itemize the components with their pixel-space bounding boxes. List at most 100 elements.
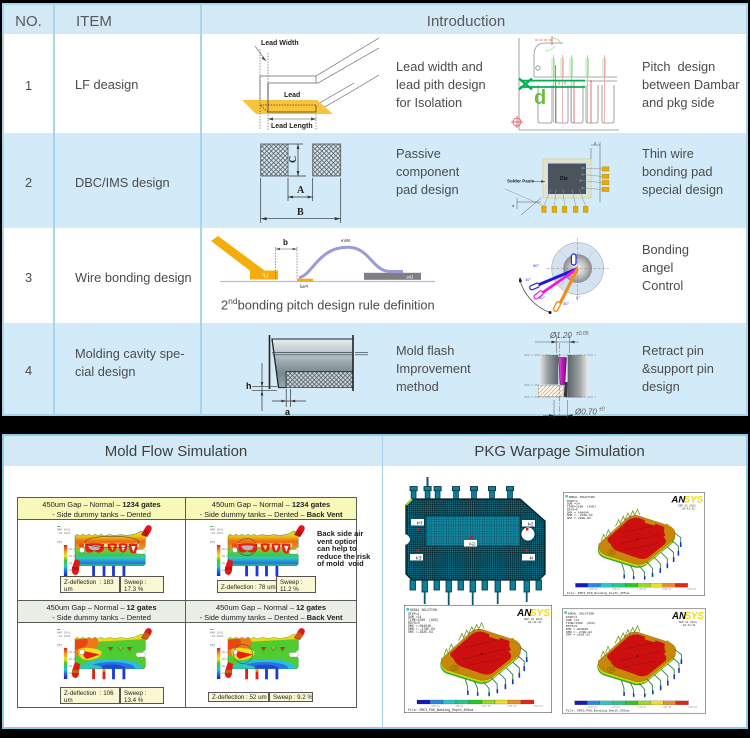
svg-text:.171E-03: .171E-03 <box>480 704 491 707</box>
svg-text:▬▬··: ▬▬·· <box>57 525 64 528</box>
svg-text:±0: ±0 <box>599 407 605 413</box>
svg-text:-38.81: -38.81 <box>221 548 230 551</box>
svg-text:Ø0.70: Ø0.70 <box>574 408 597 417</box>
svg-text:SEP 21 2011: SEP 21 2011 <box>678 505 696 508</box>
svg-text:I4: I4 <box>529 556 533 562</box>
svg-text:SUB =14: SUB =14 <box>408 615 421 619</box>
svg-text:▬▬··: ▬▬·· <box>210 525 217 528</box>
svg-text:MAR 2011: MAR 2011 <box>57 632 71 635</box>
svg-text:10°: 10° <box>525 277 531 282</box>
svg-text:AN: AN <box>671 611 687 622</box>
svg-text:C: C <box>288 156 299 163</box>
svg-text:File: EMC3_PAD_Bonding_Depth_4: File: EMC3_PAD_Bonding_Depth_450um <box>408 708 473 712</box>
svg-text:-.193E-04: -.193E-04 <box>585 705 597 708</box>
svg-text:STEP=1: STEP=1 <box>408 612 420 616</box>
svg-text:60°: 60° <box>539 295 545 300</box>
svg-text:.171E-03: .171E-03 <box>636 705 647 708</box>
svg-text:a: a <box>285 407 291 417</box>
svg-text:.282E-03: .282E-03 <box>686 588 697 591</box>
svg-text:-10.0321: -10.0321 <box>210 635 224 638</box>
svg-text:SUB =14: SUB =14 <box>567 502 580 506</box>
svg-text:20:42:41: 20:42:41 <box>683 624 696 627</box>
svg-text:-.193E-04: -.193E-04 <box>428 704 441 707</box>
svg-text:-38.81: -38.81 <box>68 651 77 654</box>
svg-text:-38.81: -38.81 <box>221 651 230 654</box>
svg-text:NODAL SOLUTION: NODAL SOLUTION <box>410 608 437 612</box>
svg-text:±0.05: ±0.05 <box>576 331 589 337</box>
svg-text:-98.33: -98.33 <box>68 562 77 565</box>
svg-text:Lead Width: Lead Width <box>261 40 299 47</box>
svg-text:.282E-03: .282E-03 <box>687 705 698 708</box>
svg-text:S4: S4 <box>527 522 533 528</box>
svg-text:TIME=1500 (AVG): TIME=1500 (AVG) <box>408 618 439 622</box>
svg-text:.171E-03: .171E-03 <box>636 588 647 591</box>
svg-text:-98.33: -98.33 <box>221 665 230 668</box>
svg-text:NODAL SOLUTION: NODAL SOLUTION <box>568 611 594 615</box>
svg-text:.76E-04: .76E-04 <box>611 588 621 591</box>
svg-text:.266E-03: .266E-03 <box>506 704 517 707</box>
svg-text:-68.07: -68.07 <box>221 658 230 661</box>
svg-text:LF: LF <box>262 274 268 280</box>
svg-text:Wire: Wire <box>340 238 350 243</box>
svg-text:TIME=1500 (AVG): TIME=1500 (AVG) <box>567 505 597 509</box>
svg-text:-68.07: -68.07 <box>221 555 230 558</box>
svg-text:File: EMC3_PAD_Bonding_Depth_3: File: EMC3_PAD_Bonding_Depth_355um <box>567 591 630 595</box>
svg-text:SYS: SYS <box>685 611 705 622</box>
svg-text:SEP 21 2011: SEP 21 2011 <box>679 621 697 624</box>
svg-text:DMX =.004046: DMX =.004046 <box>566 627 589 631</box>
svg-text:-98.33: -98.33 <box>68 665 77 668</box>
svg-text:B: B <box>297 207 304 218</box>
svg-text:Die: Die <box>406 275 413 280</box>
svg-text:-10.0321: -10.0321 <box>57 635 71 638</box>
svg-text:-10.0321: -10.0321 <box>57 532 71 535</box>
svg-text:File: EMC3_PAD_Bonding_Depth_5: File: EMC3_PAD_Bonding_Depth_550um <box>566 709 630 713</box>
svg-text:MAR 2011: MAR 2011 <box>210 529 224 532</box>
svg-text:20:42:41: 20:42:41 <box>528 621 542 624</box>
svg-text:.266E-03: .266E-03 <box>661 705 672 708</box>
svg-text:[M]: [M] <box>210 643 215 647</box>
svg-text:-10.0321: -10.0321 <box>210 532 224 535</box>
svg-text:d: d <box>594 141 596 146</box>
svg-text:STEP=1: STEP=1 <box>567 499 578 503</box>
svg-text:d: d <box>512 203 514 208</box>
svg-text:[M]: [M] <box>57 643 62 647</box>
svg-text:b: b <box>283 238 288 247</box>
svg-text:Solder Paste: Solder Paste <box>507 179 535 184</box>
svg-text:STEP=1: STEP=1 <box>566 615 577 619</box>
svg-text:0°: 0° <box>576 295 580 300</box>
svg-text:.282E-03: .282E-03 <box>532 704 543 707</box>
svg-text:-.193E-04: -.193E-04 <box>586 588 598 591</box>
svg-text:AN: AN <box>670 495 686 506</box>
svg-text:SMX =.282E-03: SMX =.282E-03 <box>566 633 590 637</box>
svg-text:Pad: Pad <box>299 284 308 289</box>
svg-text:SYS: SYS <box>684 495 704 506</box>
svg-text:SMX =.282E-03: SMX =.282E-03 <box>408 630 433 634</box>
svg-text:G4: G4 <box>469 542 476 548</box>
svg-text:-38.81: -38.81 <box>68 548 77 551</box>
svg-text:SMN =-.278E-04: SMN =-.278E-04 <box>408 627 435 631</box>
svg-text:NODAL SOLUTION: NODAL SOLUTION <box>569 495 595 499</box>
svg-text:20:42:41: 20:42:41 <box>682 507 695 510</box>
svg-text:DMX =.004046: DMX =.004046 <box>408 624 431 628</box>
svg-text:Ø1.20: Ø1.20 <box>549 331 572 340</box>
svg-text:DMX =.004046: DMX =.004046 <box>567 510 589 514</box>
svg-text:-68.07: -68.07 <box>68 658 77 661</box>
svg-text:P4: P4 <box>416 521 422 527</box>
svg-text:MAR 2011: MAR 2011 <box>210 632 224 635</box>
svg-text:SYS: SYS <box>530 608 550 619</box>
svg-text:A: A <box>297 185 305 196</box>
svg-text:-68.07: -68.07 <box>68 555 77 558</box>
svg-text:h: h <box>246 381 252 391</box>
svg-text:.266E-03: .266E-03 <box>661 588 672 591</box>
svg-text:SMN =-.278E-04: SMN =-.278E-04 <box>566 630 592 634</box>
svg-text:SEP 21 2011: SEP 21 2011 <box>524 618 543 621</box>
svg-text:AN: AN <box>516 608 532 619</box>
svg-text:SMN =-.278E-04: SMN =-.278E-04 <box>567 513 593 517</box>
svg-text:[M]: [M] <box>210 540 215 544</box>
svg-text:▬▬··: ▬▬·· <box>57 628 64 631</box>
svg-text:TIME=1500 (AVG): TIME=1500 (AVG) <box>566 621 596 625</box>
svg-text:-98.33: -98.33 <box>221 562 230 565</box>
svg-text:▬▬··: ▬▬·· <box>210 628 217 631</box>
svg-text:.76E-04: .76E-04 <box>454 704 464 707</box>
svg-text:MAR 2011: MAR 2011 <box>57 529 71 532</box>
